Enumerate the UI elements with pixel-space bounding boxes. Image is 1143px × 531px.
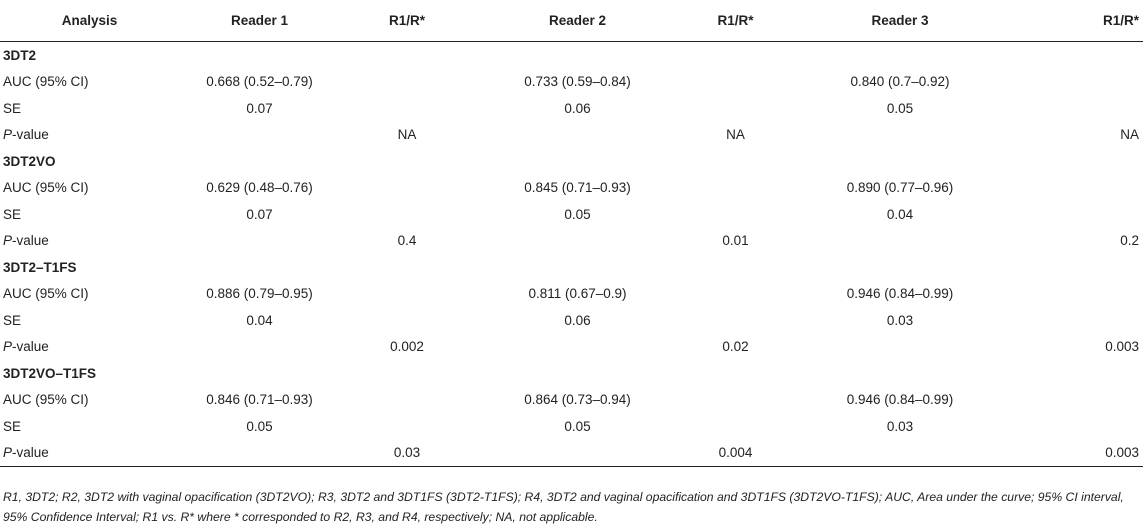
cell-se-reader-2: 0.06	[564, 100, 591, 116]
cell-p-r1-r-1: 0.002	[390, 339, 424, 355]
table-row: P-value 0.03 0.004 0.003	[0, 439, 1143, 467]
cell-auc-reader-3: 0.840 (0.7–0.92)	[850, 74, 950, 90]
section-row: 3DT2–T1FS	[0, 254, 1143, 281]
cell-se-reader-3: 0.03	[886, 418, 914, 434]
cell-p-r1-r-2: 0.01	[722, 233, 749, 249]
section-title: 3DT2VO–T1FS	[3, 365, 97, 381]
cell-se-reader-1: 0.05	[246, 418, 273, 434]
col-header-r1-r-3: R1/R*	[1013, 0, 1143, 42]
p-suffix: -value	[12, 445, 49, 461]
cell-p-r1-r-3: NA	[1120, 127, 1139, 143]
cell-p-r1-r-3: 0.003	[1105, 339, 1139, 355]
table-row: AUC (95% CI) 0.629 (0.48–0.76) 0.845 (0.…	[0, 175, 1143, 202]
table-row: SE 0.05 0.05 0.03	[0, 413, 1143, 440]
p-suffix: -value	[12, 233, 49, 249]
cell-auc-reader-1: 0.668 (0.52–0.79)	[206, 74, 313, 90]
cell-p-r1-r-2: NA	[726, 127, 745, 143]
row-label-p-value: P-value	[0, 334, 176, 361]
cell-se-reader-3: 0.03	[886, 312, 914, 328]
cell-se-reader-1: 0.04	[246, 312, 273, 328]
row-label-se: SE	[3, 418, 22, 434]
section-title: 3DT2–T1FS	[3, 259, 77, 275]
cell-p-r1-r-1: 0.4	[397, 233, 417, 249]
cell-auc-reader-3: 0.946 (0.84–0.99)	[846, 286, 954, 302]
p-letter: P	[3, 339, 13, 355]
cell-p-r1-r-3: 0.003	[1013, 439, 1143, 467]
section-row: 3DT2VO	[0, 148, 1143, 175]
section-title: 3DT2VO	[3, 153, 56, 169]
table-row: SE 0.07 0.05 0.04	[0, 201, 1143, 228]
col-header-r1-r-2: R1/R*	[684, 0, 787, 42]
row-label-p-value: P-value	[0, 439, 176, 467]
section-row: 3DT2VO–T1FS	[0, 360, 1143, 387]
p-suffix: -value	[12, 339, 49, 355]
cell-se-reader-1: 0.07	[246, 206, 273, 222]
col-header-r1-r-1: R1/R*	[343, 0, 471, 42]
p-suffix: -value	[12, 127, 49, 143]
row-label-se: SE	[3, 100, 22, 116]
col-header-reader-3: Reader 3	[787, 0, 1013, 42]
row-label-auc: AUC (95% CI)	[3, 392, 89, 408]
cell-se-reader-2: 0.05	[564, 418, 591, 434]
cell-auc-reader-2: 0.864 (0.73–0.94)	[524, 392, 631, 408]
table-footnote: R1, 3DT2; R2, 3DT2 with vaginal opacific…	[3, 490, 1124, 524]
table-row: P-value 0.4 0.01 0.2	[0, 228, 1143, 255]
cell-se-reader-3: 0.05	[886, 100, 914, 116]
cell-auc-reader-2: 0.845 (0.71–0.93)	[524, 180, 631, 196]
row-label-p-value: P-value	[0, 228, 176, 255]
col-header-reader-2: Reader 2	[471, 0, 684, 42]
cell-auc-reader-1: 0.846 (0.71–0.93)	[206, 392, 313, 408]
section-row: 3DT2	[0, 42, 1143, 69]
p-letter: P	[3, 445, 13, 461]
section-title: 3DT2	[3, 47, 37, 63]
row-label-se: SE	[3, 206, 22, 222]
p-letter: P	[3, 233, 13, 249]
cell-auc-reader-2: 0.733 (0.59–0.84)	[524, 74, 631, 90]
p-letter: P	[3, 127, 13, 143]
cell-auc-reader-2: 0.811 (0.67–0.9)	[528, 286, 627, 302]
table-row: AUC (95% CI) 0.846 (0.71–0.93) 0.864 (0.…	[0, 387, 1143, 414]
col-header-analysis: Analysis	[0, 0, 176, 42]
row-label-auc: AUC (95% CI)	[3, 286, 89, 302]
table-row: P-value 0.002 0.02 0.003	[0, 334, 1143, 361]
cell-auc-reader-3: 0.890 (0.77–0.96)	[846, 180, 954, 196]
col-header-reader-1: Reader 1	[176, 0, 343, 42]
table-row: SE 0.07 0.06 0.05	[0, 95, 1143, 122]
row-label-p-value: P-value	[0, 122, 176, 149]
table-row: SE 0.04 0.06 0.03	[0, 307, 1143, 334]
cell-se-reader-1: 0.07	[246, 100, 273, 116]
cell-p-r1-r-2: 0.02	[722, 339, 749, 355]
table-row: AUC (95% CI) 0.886 (0.79–0.95) 0.811 (0.…	[0, 281, 1143, 308]
table-row: P-value NA NA NA	[0, 122, 1143, 149]
cell-se-reader-2: 0.06	[564, 312, 591, 328]
row-label-auc: AUC (95% CI)	[3, 74, 89, 90]
cell-p-r1-r-2: 0.004	[684, 439, 787, 467]
cell-p-r1-r-1: 0.03	[343, 439, 471, 467]
results-table: Analysis Reader 1 R1/R* Reader 2 R1/R* R…	[0, 0, 1143, 467]
row-label-se: SE	[3, 312, 22, 328]
cell-se-reader-2: 0.05	[564, 206, 591, 222]
row-label-auc: AUC (95% CI)	[3, 180, 89, 196]
cell-p-r1-r-1: NA	[397, 127, 417, 143]
cell-se-reader-3: 0.04	[886, 206, 914, 222]
table-row: AUC (95% CI) 0.668 (0.52–0.79) 0.733 (0.…	[0, 69, 1143, 96]
cell-auc-reader-1: 0.629 (0.48–0.76)	[206, 180, 313, 196]
header-row: Analysis Reader 1 R1/R* Reader 2 R1/R* R…	[0, 0, 1143, 42]
cell-p-r1-r-3: 0.2	[1120, 233, 1139, 249]
cell-auc-reader-1: 0.886 (0.79–0.95)	[206, 286, 313, 302]
cell-auc-reader-3: 0.946 (0.84–0.99)	[846, 392, 954, 408]
